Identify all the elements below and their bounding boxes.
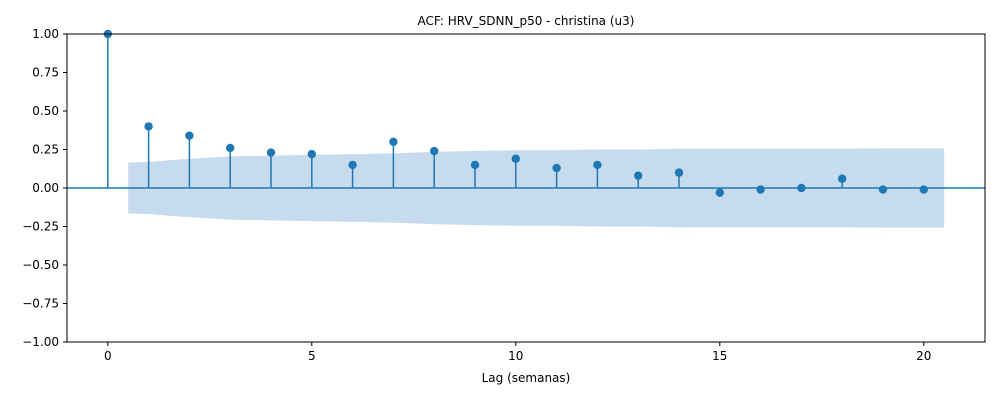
y-tick-label: 0.75 [32, 66, 59, 80]
y-tick-label: 1.00 [32, 27, 59, 41]
stem-marker [226, 143, 235, 153]
y-tick-label: −0.50 [22, 258, 59, 272]
y-tick-label: −0.75 [22, 297, 59, 311]
stem-marker [266, 148, 276, 157]
stem-marker [144, 122, 153, 131]
stem-marker [430, 146, 439, 156]
y-tick-label: 0.00 [32, 181, 59, 195]
stem-marker [470, 160, 480, 170]
y-tick-label: −0.25 [22, 220, 59, 234]
y-tick-label: −1.00 [22, 335, 59, 349]
stem-marker [593, 160, 602, 170]
stem-marker [348, 160, 357, 170]
stem-marker [634, 171, 643, 180]
stem-marker [797, 183, 806, 193]
stem-marker [674, 168, 684, 177]
stem-marker [878, 185, 888, 194]
stem-marker [552, 163, 561, 173]
chart-title: ACF: HRV_SDNN_p50 - christina (u3) [418, 14, 635, 28]
stem-layer [103, 29, 928, 197]
axes-layer: 0 5 10 15 20 −1.00 −0.75 −0.50 −0.25 0.00 0.25 0.50… [22, 27, 986, 363]
x-tick-label: 5 [308, 349, 316, 363]
stem-marker [185, 131, 194, 140]
stem-marker [307, 149, 316, 159]
x-tick-label: 0 [104, 349, 112, 363]
y-tick-label: 0.50 [32, 104, 59, 118]
stem-marker [756, 185, 765, 194]
y-tick-label: 0.25 [32, 143, 59, 157]
stem-marker [511, 154, 520, 163]
stem-marker [389, 137, 398, 146]
x-tick-label: 20 [916, 349, 931, 363]
x-axis-label: Lag (semanas) [482, 371, 571, 385]
x-tick-label: 15 [712, 349, 727, 363]
stem-marker [715, 188, 724, 197]
x-tick-label: 10 [508, 349, 523, 363]
stem-marker [919, 185, 928, 194]
stem-marker [838, 174, 847, 183]
